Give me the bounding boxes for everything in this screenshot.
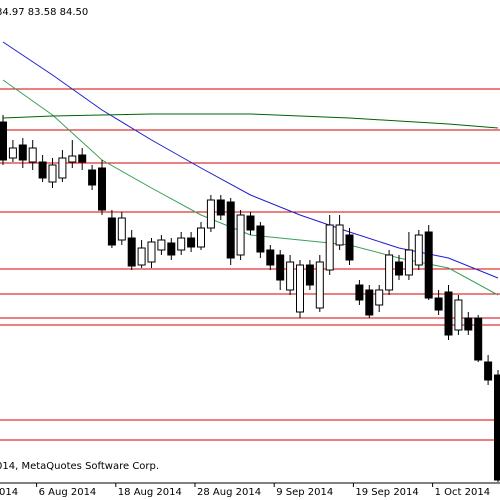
candle-body [28,147,37,163]
x-tick-label: 9 Sep 2014 [276,487,333,498]
candle-body [78,154,87,163]
x-tick-label: 28 Aug 2014 [197,487,261,498]
candle-body [454,299,463,331]
copyright: 014, MetaQuotes Software Corp. [0,461,159,472]
ma-line [2,41,499,279]
candle-body [8,147,17,159]
x-tick-label: 18 Aug 2014 [118,487,182,498]
candle-body [256,225,265,253]
candle-body [98,167,106,211]
x-tick-label: 19 Sep 2014 [355,487,418,498]
candle-body [177,237,186,251]
candle-body [464,317,473,331]
candle-body [355,284,364,301]
candle-body [404,249,413,276]
candle-body [236,214,245,256]
axis-strip [0,483,500,500]
candle-body [187,237,196,248]
candle-body [385,254,394,291]
candle-body [246,215,255,231]
candle-body [157,239,166,251]
candle-body [444,291,453,336]
candle-body [286,261,295,291]
candle-body [305,264,314,286]
x-tick-label: 6 Aug 2014 [39,487,97,498]
candle-body [58,157,67,179]
candle-body [68,155,77,163]
candle-body [0,121,7,161]
candle-body [107,217,116,246]
candle-body [127,237,136,267]
candle-body [345,234,354,261]
candle-body [137,247,146,266]
header-text: 84.97 83.58 84.50 [0,7,88,18]
candle-body [38,161,47,179]
candle-body [147,241,156,263]
candle-body [474,317,483,361]
candle-body [494,374,500,481]
candle-body [434,297,443,311]
candle-body [414,234,423,266]
candle-body [424,231,433,299]
candle-body [266,249,275,266]
candle-body [375,289,384,306]
candle-body [206,199,215,229]
candle-body [315,261,324,309]
candle-body [484,361,493,381]
candle-body [197,227,205,248]
candle-body [88,169,97,186]
candle-body [365,289,374,316]
x-tick-label: 014 [0,487,18,498]
candle-body [296,264,304,313]
candle-body [167,242,176,256]
x-tick-label: 1 Oct 2014 [435,487,490,498]
candle-body [18,144,27,161]
candle-body [226,201,235,259]
candle-body [335,224,344,246]
ma-line [2,113,499,129]
candle-body [325,224,334,271]
candle-body [117,217,126,241]
ma-line [2,79,499,296]
candle-body [276,254,285,281]
candle-body [48,164,57,183]
candle-body [216,199,225,216]
candle-body [395,261,403,276]
